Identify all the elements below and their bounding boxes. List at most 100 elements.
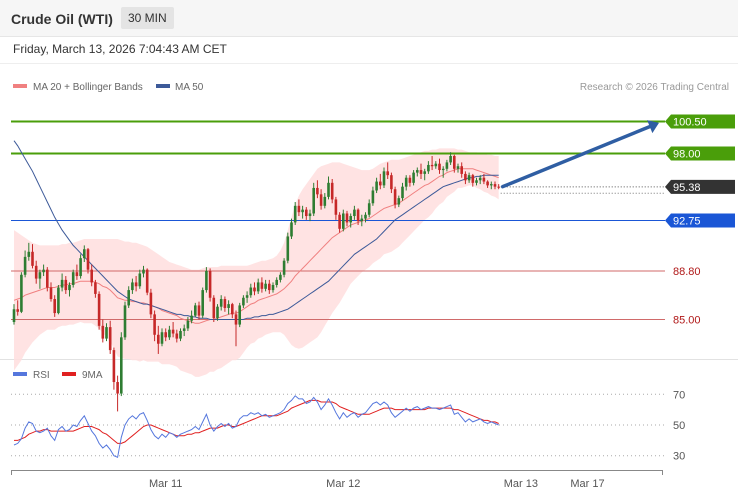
candle-body: [157, 334, 160, 344]
rsi-tick-label: 50: [673, 420, 685, 432]
candle-body: [316, 187, 319, 195]
candle-body: [86, 249, 90, 270]
candle-body: [390, 175, 393, 190]
candle-body: [242, 297, 245, 306]
candle-body: [297, 205, 301, 213]
candle-body: [486, 181, 489, 186]
candle-body: [475, 180, 478, 183]
candle-body: [271, 284, 275, 291]
rsi-ma-legend-swatch: [62, 372, 76, 376]
rsi-tick-label: 70: [673, 389, 685, 401]
candle-body: [282, 260, 286, 275]
candle-body: [319, 194, 323, 206]
ma20-legend-label: MA 20 + Bollinger Bands: [33, 82, 143, 93]
candle-body: [338, 214, 341, 229]
candle-body: [353, 209, 356, 217]
candle-body: [430, 164, 434, 167]
rsi-legend-label: RSI: [33, 370, 50, 381]
candle-body: [490, 184, 493, 186]
candle-body: [256, 282, 260, 292]
candle-body: [286, 236, 290, 261]
candle-body: [223, 299, 227, 308]
candle-body: [179, 330, 182, 339]
candle-body: [386, 171, 389, 176]
candle-body: [471, 175, 475, 183]
time-tick-label: Mar 12: [326, 478, 360, 490]
candle-body: [186, 320, 190, 329]
candle-body: [79, 258, 82, 277]
candle-body: [438, 163, 441, 171]
candle-body: [375, 181, 378, 191]
last-price-tag: [665, 179, 735, 194]
candle-body: [268, 283, 271, 291]
resistance-level-tag: [665, 146, 735, 161]
header-bar: Crude Oil (WTI) 30 MIN: [0, 0, 738, 37]
candle-body: [71, 272, 75, 285]
candle-body: [453, 156, 456, 169]
candle-body: [27, 251, 31, 257]
candle-body: [216, 306, 219, 319]
candle-body: [175, 333, 179, 339]
resistance-level-label: 98.00: [673, 148, 701, 160]
support-level-label: 85.00: [673, 314, 701, 326]
candle-body: [330, 182, 334, 200]
rsi-panel: 30 50 70: [11, 389, 685, 463]
candle-body: [293, 205, 297, 223]
candle-body: [497, 186, 500, 188]
candle-body: [305, 209, 308, 217]
forecast-arrow-head: [647, 120, 659, 134]
candle-body: [445, 162, 449, 169]
candle-body: [371, 190, 375, 204]
candle-body: [120, 337, 123, 394]
report-datetime: Friday, March 13, 2026 7:04:43 AM CET: [13, 42, 227, 56]
ma20-legend-swatch: [13, 84, 27, 88]
candle-body: [20, 274, 23, 312]
candle-body: [404, 177, 408, 187]
candle-body: [190, 315, 193, 321]
candle-body: [31, 251, 34, 266]
resistance-level-label: 100.50: [673, 117, 707, 129]
candle-body: [145, 269, 149, 293]
candle-body: [101, 325, 105, 339]
candle-body: [356, 209, 360, 222]
candle-body: [90, 269, 93, 283]
moving-average-layer: [13, 140, 499, 324]
candle-body: [449, 156, 452, 163]
candle-body: [97, 293, 101, 326]
candle-body: [434, 163, 438, 167]
candle-body: [260, 282, 264, 289]
candle-body: [360, 218, 364, 222]
candle-body: [171, 329, 175, 334]
forecast-arrow-layer: [500, 120, 659, 189]
time-tick-label: Mar 13: [504, 478, 538, 490]
candle-body: [478, 177, 482, 181]
candle-body: [264, 283, 267, 289]
candle-body: [112, 350, 116, 383]
candle-body: [345, 213, 349, 223]
candle-body: [253, 287, 256, 292]
time-axis: Mar 11 Mar 12 Mar 13 Mar 17: [11, 470, 663, 490]
candle-body: [275, 279, 278, 285]
candle-body: [83, 249, 86, 259]
ma50-line: [13, 140, 499, 320]
candle-body: [182, 328, 186, 331]
candle-body: [464, 173, 467, 181]
candle-body: [138, 273, 142, 287]
candle-body: [16, 309, 19, 312]
candle-body: [416, 170, 419, 173]
candle-body: [290, 222, 293, 237]
candle-body: [397, 198, 401, 205]
candle-body: [460, 166, 463, 174]
candle-body: [201, 290, 204, 316]
candle-body: [412, 172, 415, 183]
ma50-legend-swatch: [156, 84, 170, 88]
candle-body: [219, 299, 223, 307]
timeframe-badge[interactable]: 30 MIN: [121, 7, 174, 29]
candle-body: [419, 170, 423, 174]
ma20-line: [13, 168, 499, 324]
candle-body: [467, 175, 471, 181]
candle-body: [227, 304, 230, 308]
candle-body: [238, 305, 241, 325]
last-price-label: 95.38: [673, 182, 701, 194]
candle-body: [105, 327, 108, 339]
